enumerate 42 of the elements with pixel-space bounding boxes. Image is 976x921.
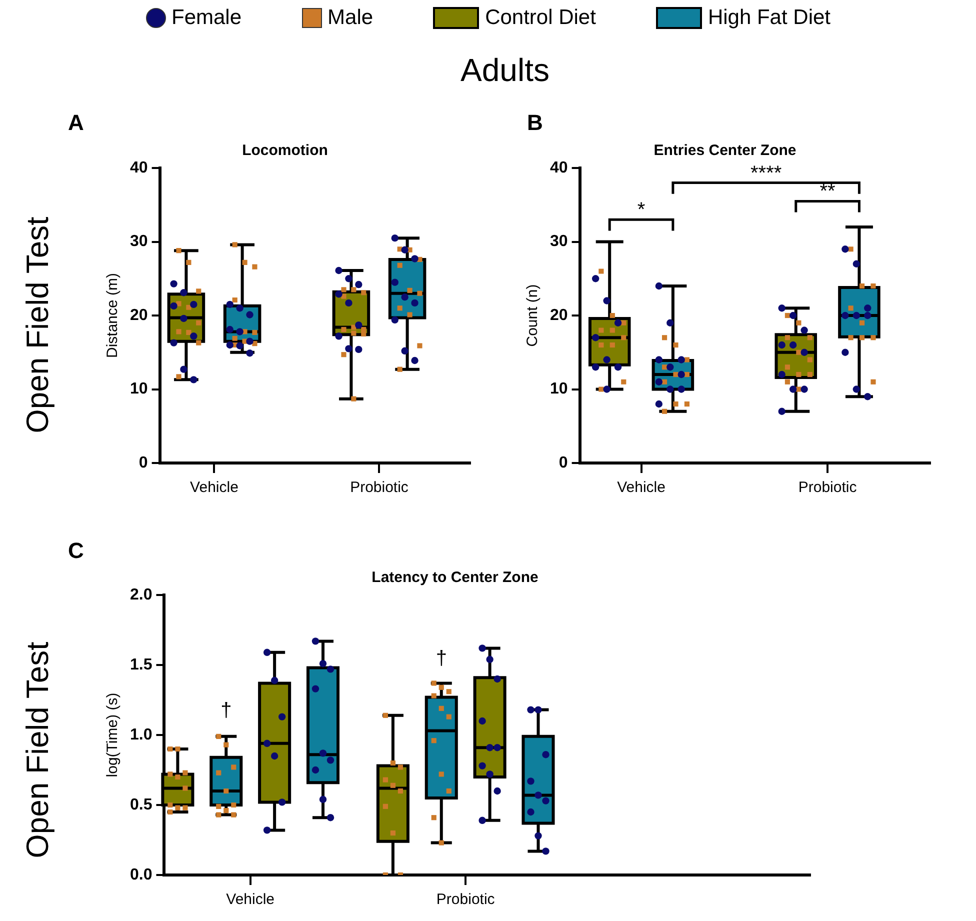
x-tick-label: Vehicle [617, 479, 666, 496]
x-tick-label: Vehicle [226, 891, 275, 908]
text: Open Field Test [20, 216, 56, 434]
chart-title: Locomotion [242, 142, 328, 160]
y-tick-label: 20 [550, 306, 568, 324]
y-axis-title: Count (n) [524, 284, 542, 347]
y-tick-label: 2.0 [130, 586, 152, 604]
y-tick-label: 0 [558, 454, 568, 472]
text: A [68, 110, 84, 136]
text: B [527, 110, 543, 136]
chart-title: Latency to Center Zone [372, 569, 538, 586]
y-axis-title: Distance (m) [104, 272, 122, 358]
y-tick-label: 1.5 [130, 656, 152, 674]
y-tick-label: 20 [130, 306, 148, 324]
y-tick-label: 10 [130, 380, 148, 398]
text: Adults [460, 52, 550, 89]
legend-label: High Fat Diet [708, 6, 830, 30]
y-tick-label: 0 [138, 454, 148, 472]
y-tick-label: 0.5 [130, 796, 152, 814]
y-axis-title: log(Time) (s) [104, 692, 122, 778]
annotation: † [436, 648, 447, 670]
y-tick-label: 30 [130, 233, 148, 250]
y-tick-label: 0.0 [130, 866, 152, 884]
text: C [68, 538, 84, 564]
annotation: * [637, 199, 646, 222]
x-tick-label: Probiotic [436, 891, 496, 908]
annotation: ** [820, 180, 836, 203]
legend-label: Control Diet [485, 6, 596, 30]
x-tick-label: Probiotic [350, 479, 409, 496]
text: Open Field Test [20, 642, 56, 858]
x-tick-label: Vehicle [190, 479, 238, 496]
chart-title: Entries Center Zone [654, 142, 796, 160]
legend-label: Female [172, 6, 242, 30]
y-tick-label: 40 [130, 159, 148, 176]
x-tick-label: Probiotic [798, 479, 858, 496]
y-tick-label: 40 [550, 159, 568, 176]
y-tick-label: 1.0 [130, 726, 152, 744]
legend-label: Male [328, 6, 374, 30]
y-tick-label: 30 [550, 233, 568, 250]
y-tick-label: 10 [550, 380, 568, 398]
annotation: † [220, 700, 232, 722]
annotation: **** [750, 162, 782, 184]
